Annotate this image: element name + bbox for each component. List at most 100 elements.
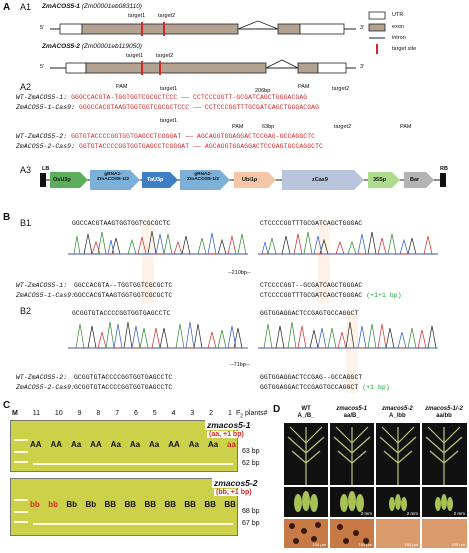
gene2-three-prime: 3' — [360, 64, 365, 70]
a2-pam-1: PAM — [116, 84, 128, 90]
gel2-geno: Bb — [85, 500, 97, 509]
tassel-photo-wt — [284, 423, 328, 485]
tassel-photo-zmacos5-1 — [330, 423, 374, 485]
gel1-geno: Aa — [71, 440, 82, 449]
gel1-geno: AA — [90, 440, 102, 449]
gel1-geno: Aa — [188, 440, 199, 449]
scale-bar-100um: 100 μm — [451, 542, 465, 547]
gel1-geno: AA — [168, 440, 180, 449]
gene2-five-prime: 5' — [40, 64, 45, 70]
b2-gap: --71bp-- — [230, 362, 250, 368]
b2-label: B2 — [20, 306, 32, 316]
gel2-note: (bb, +1 bp) — [214, 489, 254, 496]
gene1-three-prime: 3' — [360, 25, 365, 31]
b1-ref-right: CTCCCCGGTTTGCGATCAGCTGGGAC — [260, 220, 363, 227]
pollen-photo-wt: 100 μm — [284, 519, 328, 548]
gel1-geno: AA — [30, 440, 42, 449]
gel1-size-2: 62 bp — [242, 460, 260, 467]
gel2-title: zmacos5-2 — [212, 478, 260, 488]
lb-label: LB — [42, 166, 50, 172]
part-grna2: gRNA2-ZmACOS5-1/2 — [187, 172, 219, 183]
pollen-photo-double: 100 μm — [422, 519, 467, 548]
gel2-genotypes: bb bb Bb Bb BB BB BB BB BB BB BB — [30, 500, 236, 509]
lane-4: 4 — [171, 410, 176, 417]
b1-highlight-right — [318, 221, 330, 303]
b1-gap: --210bp-- — [228, 270, 251, 276]
lane-6: 6 — [133, 410, 138, 417]
a2-gap-2: 63bp — [262, 124, 275, 130]
gel1-genotypes: AA AA Aa AA Aa Aa Aa AA Aa Aa aa — [30, 440, 236, 449]
legend-utr: UTR — [392, 12, 404, 18]
gel2-geno: BB — [184, 500, 196, 509]
gel2-geno: bb — [30, 500, 40, 509]
gel2-geno: BB — [164, 500, 176, 509]
spikelet-photo-zmacos5-1: 2 mm — [330, 487, 374, 517]
part-ubi1p: Ubi1p — [242, 177, 258, 183]
gel-zmacos5-2 — [10, 478, 238, 536]
a2-pam-4: PAM — [400, 124, 412, 130]
gel2-geno: BB — [144, 500, 157, 509]
a2-target2-2: target2 — [334, 124, 352, 130]
b2-mut-row: ZmACOS5-2-Cas9: GCGGTGTACCCCGGTGGTGAGCCT… — [16, 384, 173, 391]
scale-bar-2mm: 2 mm — [360, 511, 372, 516]
lane-labels: M 11 10 9 8 7 6 5 4 3 2 1 — [12, 410, 232, 417]
scale-bar-2mm: 2 mm — [453, 511, 465, 516]
b2-chromatogram-right — [258, 321, 438, 349]
b2-ref-right: GGTGGAGGACTCCGAGTGCCAGGCT — [260, 310, 359, 317]
b2-wt-row: WT-ZmACOS5-2: GCGGTGTACCCCGGTGGTGAGCCTC — [16, 374, 173, 381]
part-grna1: gRNA1-ZmACOS5-1/2 — [97, 172, 129, 183]
a2-row-wt2: WT-ZmACOS5-2: GGTGTACCCCGGTGGTGAGCCTCGGG… — [16, 133, 316, 140]
tassel-photo-zmacos5-2 — [376, 423, 420, 485]
legend-exon: exon — [392, 24, 404, 30]
pollen-photo-zmacos5-1: 100 μm — [330, 519, 374, 548]
d-column-headers: WT A_/B_ zmacos5-1 aa/B_ zmacos5-2 A_/bb zm… — [284, 406, 467, 419]
b1-chromatogram-left — [68, 230, 248, 255]
gel1-geno: Aa — [110, 440, 121, 449]
lane-11: 11 — [32, 410, 41, 417]
gene1-target1-label: target1 — [128, 13, 146, 19]
a2-target1-2: target1 — [160, 118, 178, 124]
b1-label: B1 — [20, 218, 32, 228]
plants-label: F2 plants# — [236, 410, 268, 420]
tassel-photo-double — [422, 423, 467, 485]
scale-bar-100um: 100 μm — [312, 542, 326, 547]
lane-8: 8 — [96, 410, 101, 417]
gene-structure-diagram — [50, 11, 386, 75]
d-col-zmacos5-1: zmacos5-1 aa/B_ — [336, 406, 367, 419]
rb-label: RB — [440, 166, 448, 172]
gel1-geno: Aa — [149, 440, 160, 449]
gene1-target2-label: target2 — [158, 13, 176, 19]
gel2-geno: BB — [124, 500, 137, 509]
gel2-geno: BB — [224, 500, 236, 509]
lane-9: 9 — [77, 410, 82, 417]
scale-bar-100um: 100 μm — [404, 542, 418, 547]
part-osu3p: OsU3p — [53, 177, 71, 183]
spikelet-photo-zmacos5-2: 2 mm — [376, 487, 420, 517]
panel-d-label: D — [273, 404, 281, 415]
gel1-geno: Aa — [207, 440, 219, 449]
panel-b-label: B — [3, 212, 11, 223]
part-tau3p: TaU3p — [147, 177, 164, 183]
d-col-wt: WT A_/B_ — [297, 406, 315, 419]
b1-mut-row: ZmACOS5-1-Cas9: GGCCACGTAAGTGGTGGTCGCGCT… — [16, 292, 173, 299]
lane-3: 3 — [190, 410, 195, 417]
gel-zmacos5-1 — [10, 420, 238, 472]
gel2-geno: BB — [204, 500, 216, 509]
legend-intron: intron — [392, 35, 406, 41]
b2-ref-left: GCGGTGTACCCCGGTGGTGAGCCTC — [72, 310, 171, 317]
a2-target2-1: target2 — [332, 86, 350, 92]
b2-wt-right: GGTGGAGGACTCCGAG--GCCAGGCT — [260, 374, 363, 381]
lane-1: 1 — [227, 410, 232, 417]
d-col-zmacos5-2: zmacos5-2 A_/bb — [381, 406, 413, 419]
b1-mut-right: CTCCCCGGTTTGCGATCAGCTGGGAC (+1+1 bp) — [260, 292, 402, 299]
construct-diagram — [40, 170, 446, 190]
pollen-photo-zmacos5-2: 100 μm — [376, 519, 420, 548]
gene2-target2-label: target2 — [156, 53, 174, 59]
marker-band — [14, 461, 28, 463]
gene1-five-prime: 5' — [40, 25, 45, 31]
marker-band — [14, 511, 28, 513]
d-col-zmacos5-1-2: zmacos5-1/-2 aa/bb — [425, 406, 463, 419]
a2-label: A2 — [20, 82, 32, 92]
spikelet-photo-wt — [284, 487, 328, 517]
gel1-geno: AA — [50, 440, 63, 449]
